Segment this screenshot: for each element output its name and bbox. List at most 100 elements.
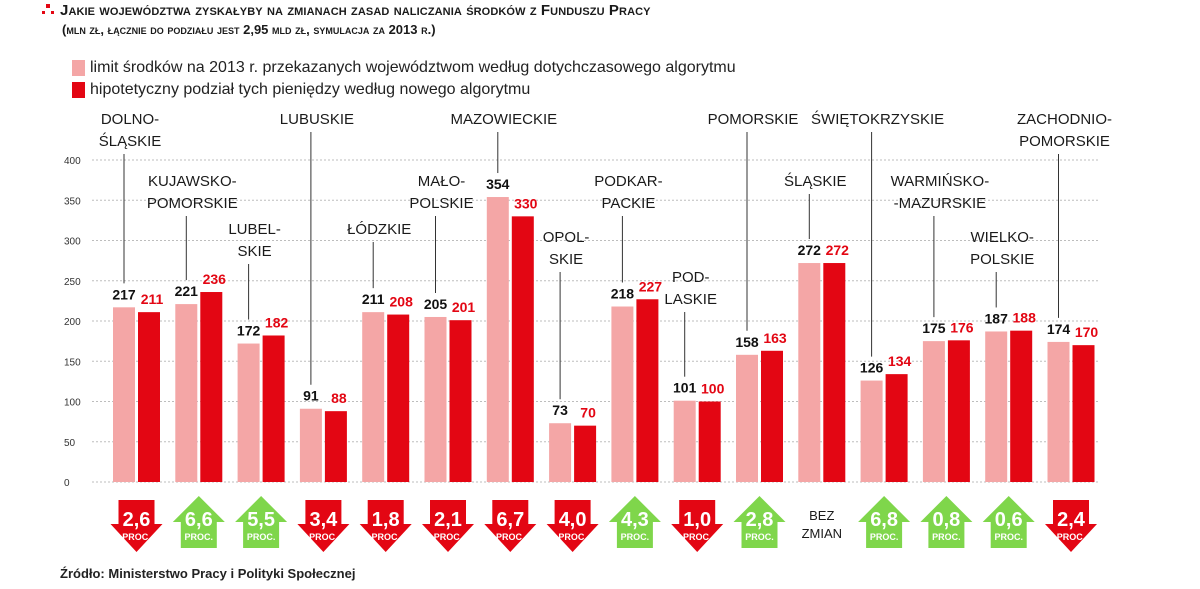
value-label-old: 218 xyxy=(611,286,635,302)
category-label: PODKAR- xyxy=(594,173,662,190)
value-label-new: 134 xyxy=(888,353,912,369)
bar-new xyxy=(823,263,846,482)
change-unit: PROC. xyxy=(247,532,276,542)
value-label-new: 188 xyxy=(1013,310,1037,326)
change-unit: PROC. xyxy=(870,532,899,542)
category-label: DOLNO- xyxy=(101,111,159,128)
change-unit: PROC. xyxy=(371,532,400,542)
category-label: ŁÓDZKIE xyxy=(347,221,411,238)
chart-subtitle: (mln zł, łącznie do podziału jest 2,95 m… xyxy=(62,22,436,37)
y-tick-label: 150 xyxy=(64,357,81,368)
bar-new xyxy=(761,350,783,482)
category-label: POLSKIE xyxy=(409,195,473,212)
legend-swatch-new xyxy=(72,82,85,98)
value-label-old: 91 xyxy=(303,388,319,404)
change-arrow-up-icon xyxy=(982,496,1035,548)
value-label-new: 227 xyxy=(639,278,663,294)
change-value: 0,6 xyxy=(995,509,1023,531)
change-arrow-up-icon xyxy=(858,496,911,548)
category-label: POMORSKIE xyxy=(147,195,238,212)
change-unit: PROC. xyxy=(621,532,650,542)
bar-old xyxy=(1047,341,1070,482)
category-label: MAŁO- xyxy=(418,173,466,190)
value-label-new: 170 xyxy=(1075,324,1099,340)
no-change-label: ZMIAN xyxy=(802,526,842,541)
change-arrow-down-icon xyxy=(359,500,412,552)
category-label: PACKIE xyxy=(601,195,655,212)
category-label: POMORSKIE xyxy=(1019,133,1110,150)
category-label: LUBEL- xyxy=(228,221,281,238)
bar-old xyxy=(424,316,447,482)
legend-label-old: limit środków na 2013 r. przekazanych wo… xyxy=(90,59,736,76)
change-value: 4,0 xyxy=(559,509,587,531)
category-label: OPOL- xyxy=(543,229,590,246)
chart-title: Jakie województwa zyskałyby na zmianach … xyxy=(60,2,651,19)
bar-old xyxy=(237,343,260,482)
change-arrow-down-icon xyxy=(297,500,350,552)
change-unit: PROC. xyxy=(558,532,587,542)
category-label: MAZOWIECKIE xyxy=(450,111,557,128)
change-unit: PROC. xyxy=(309,532,338,542)
change-arrow-down-icon xyxy=(1045,500,1097,552)
change-arrow-up-icon xyxy=(608,496,661,548)
y-tick-label: 400 xyxy=(64,156,81,167)
y-tick-label: 350 xyxy=(64,196,81,207)
change-value: 2,4 xyxy=(1057,509,1086,531)
value-label-old: 175 xyxy=(922,320,946,336)
change-arrow-up-icon xyxy=(172,496,225,548)
bar-new xyxy=(449,320,472,482)
bar-new xyxy=(1072,345,1095,482)
category-label: ŚLĄSKIE xyxy=(784,172,847,190)
change-value: 4,3 xyxy=(621,509,649,531)
category-label: ŚWIĘTOKRZYSKIE xyxy=(811,110,944,128)
bar-old xyxy=(486,197,509,482)
change-value: 2,1 xyxy=(434,509,462,531)
value-label-old: 158 xyxy=(735,334,759,350)
bar-old xyxy=(549,423,572,482)
category-label: ŚLĄSKIE xyxy=(99,132,162,150)
change-value: 3,4 xyxy=(309,509,338,531)
change-value: 1,8 xyxy=(372,509,400,531)
change-arrow-down-icon xyxy=(422,500,474,552)
change-unit: PROC. xyxy=(185,532,214,542)
category-label: SKIE xyxy=(549,251,583,268)
value-label-new: 330 xyxy=(514,195,538,211)
change-unit: PROC. xyxy=(994,532,1023,542)
bar-new xyxy=(885,374,908,482)
change-unit: PROC. xyxy=(932,532,961,542)
source-note: Źródło: Ministerstwo Pracy i Polityki Sp… xyxy=(60,566,356,581)
change-value: 6,8 xyxy=(870,509,898,531)
bar-old xyxy=(860,380,883,482)
y-tick-label: 200 xyxy=(64,317,81,328)
value-label-old: 354 xyxy=(486,176,510,192)
bar-new xyxy=(574,425,597,482)
bar-old xyxy=(175,304,198,482)
change-value: 2,8 xyxy=(746,509,774,531)
category-label: LUBUSKIE xyxy=(280,111,354,128)
value-label-new: 182 xyxy=(265,314,289,330)
value-label-old: 73 xyxy=(552,402,568,418)
value-label-new: 163 xyxy=(763,330,787,346)
value-label-old: 211 xyxy=(362,291,385,307)
value-label-old: 272 xyxy=(798,242,822,258)
value-label-old: 221 xyxy=(175,283,199,299)
change-arrow-down-icon xyxy=(484,500,537,552)
change-unit: PROC. xyxy=(1057,532,1086,542)
change-arrow-down-icon xyxy=(110,500,163,552)
value-label-new: 201 xyxy=(452,299,476,315)
category-label: -MAZURSKIE xyxy=(894,195,987,212)
bar-old xyxy=(113,307,135,482)
bar-old xyxy=(922,341,945,482)
value-label-new: 70 xyxy=(580,405,596,421)
bar-old xyxy=(611,306,634,482)
bar-new xyxy=(511,216,534,482)
change-arrow-up-icon xyxy=(733,496,786,548)
value-label-old: 101 xyxy=(673,380,697,396)
change-unit: PROC. xyxy=(745,532,774,542)
bar-new xyxy=(947,340,970,482)
bar-new xyxy=(262,335,285,482)
no-change-label: BEZ xyxy=(809,508,834,523)
category-label: WIELKO- xyxy=(971,229,1034,246)
